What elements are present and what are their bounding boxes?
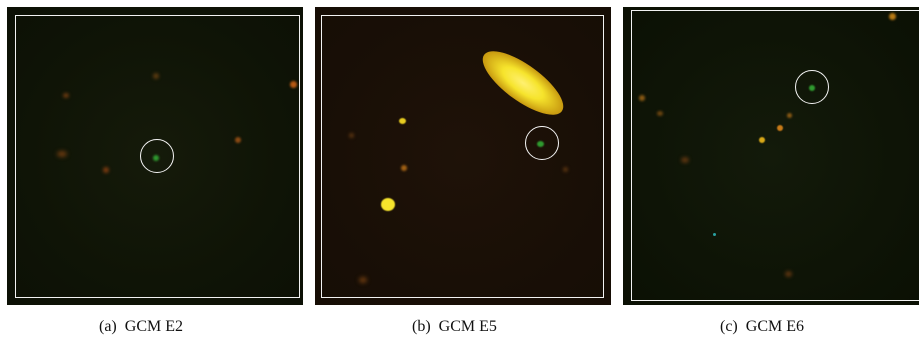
bright-star <box>381 198 395 211</box>
caption-tag: (c) <box>720 318 738 335</box>
faint-star <box>63 93 69 98</box>
caption-tag: (a) <box>99 318 117 335</box>
faint-star <box>103 167 109 173</box>
faint-star <box>639 95 645 101</box>
faint-star <box>657 111 663 116</box>
caption-name: GCM E5 <box>438 318 497 335</box>
image-frame <box>15 15 300 298</box>
image-panel-gcm-e6 <box>623 7 919 305</box>
caption-a: (a) GCM E2 <box>99 318 183 336</box>
caption-name: GCM E2 <box>124 318 183 335</box>
star <box>777 125 783 131</box>
faint-star <box>153 73 159 79</box>
faint-star <box>787 113 792 118</box>
image-frame <box>631 10 919 301</box>
image-panel-gcm-e5 <box>315 7 611 305</box>
faint-star <box>235 137 241 143</box>
faint-star <box>563 167 568 172</box>
star <box>290 81 297 88</box>
caption-name: GCM E6 <box>745 318 804 335</box>
faint-star <box>713 233 716 236</box>
star <box>889 13 896 20</box>
caption-c: (c) GCM E6 <box>720 318 804 336</box>
faint-star <box>785 271 792 277</box>
caption-tag: (b) <box>412 318 431 335</box>
caption-b: (b) GCM E5 <box>412 318 497 336</box>
faint-star <box>57 151 67 157</box>
faint-star <box>349 133 354 138</box>
star <box>759 137 765 143</box>
faint-star <box>401 165 407 171</box>
faint-star <box>681 157 689 163</box>
faint-star <box>359 277 367 283</box>
target-circle-icon <box>140 139 174 173</box>
image-frame <box>321 15 604 298</box>
star <box>399 118 406 124</box>
target-circle-icon <box>795 70 829 104</box>
target-circle-icon <box>525 126 559 160</box>
image-panel-gcm-e2 <box>7 7 303 305</box>
